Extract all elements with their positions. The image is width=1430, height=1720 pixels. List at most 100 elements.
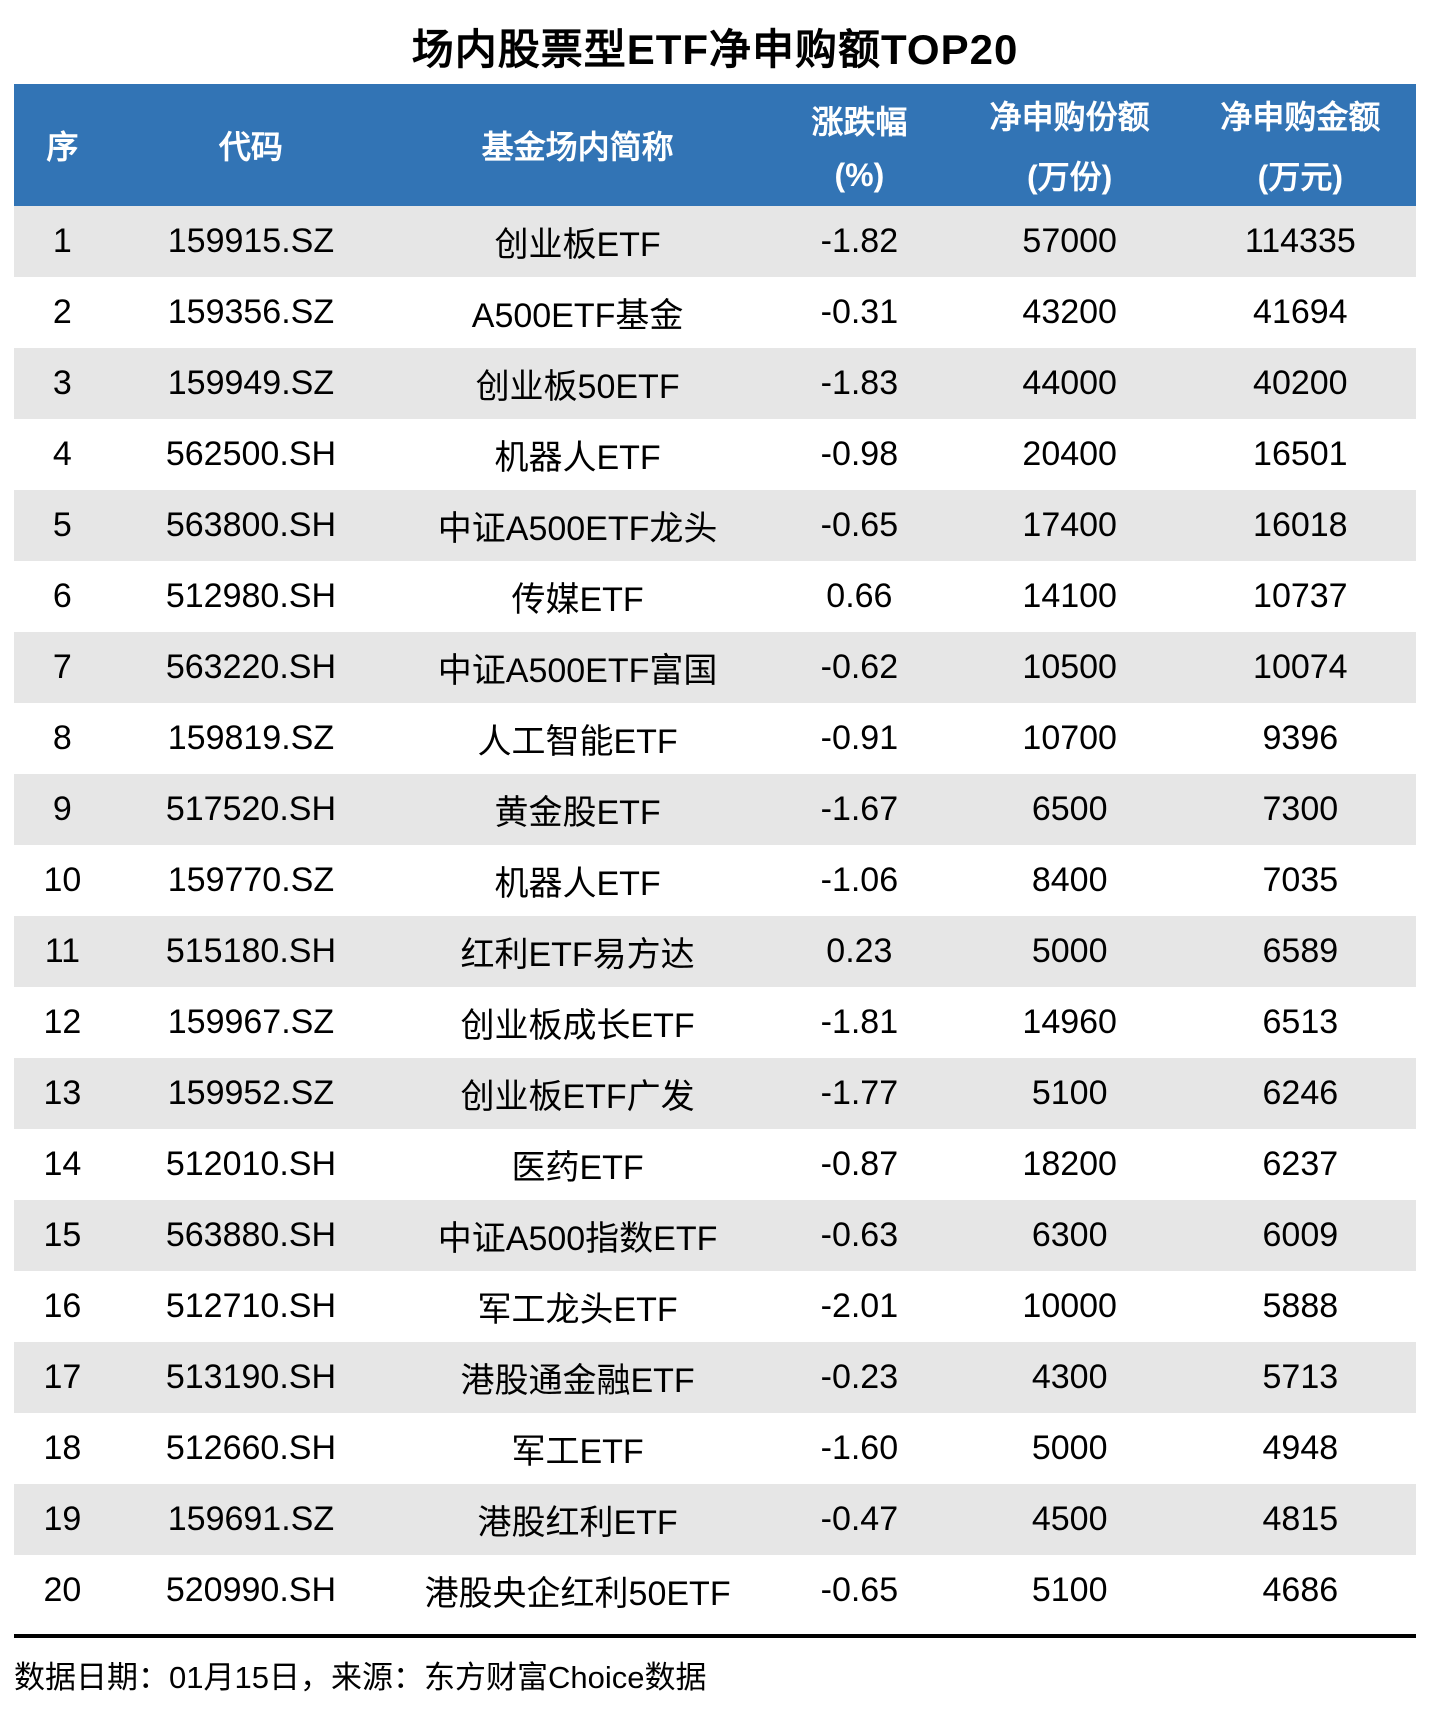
cell-change: 0.23	[764, 916, 955, 987]
cell-rank: 19	[14, 1484, 111, 1555]
cell-rank: 15	[14, 1200, 111, 1271]
cell-rank: 17	[14, 1342, 111, 1413]
cell-code: 159952.SZ	[110, 1058, 392, 1129]
cell-code: 562500.SH	[165, 435, 336, 473]
table-row: 5 563800.SH 中证A500ETF龙头 -0.65 17400 1601…	[14, 490, 1416, 561]
cell-shares: 10700	[1022, 719, 1117, 757]
cell-name: 医药ETF	[511, 1149, 644, 1187]
table-row: 18 512660.SH 军工ETF -1.60 5000 4948	[14, 1413, 1416, 1484]
cell-amount: 6246	[1184, 1058, 1416, 1129]
column-header-amount-label: 净申购金额	[1220, 99, 1381, 135]
cell-shares: 5100	[954, 1058, 1185, 1129]
cell-amount: 6589	[1184, 916, 1416, 987]
cell-name: 创业板成长ETF	[460, 1007, 695, 1045]
cell-code: 159967.SZ	[167, 1003, 335, 1041]
cell-name: 创业板ETF	[391, 206, 765, 277]
cell-shares: 10500	[954, 632, 1185, 703]
cell-amount: 114335	[1184, 206, 1416, 277]
cell-amount: 10737	[1253, 577, 1348, 615]
table-row: 1 159915.SZ 创业板ETF -1.82 57000 114335	[14, 206, 1416, 277]
cell-code: 512010.SH	[165, 1145, 336, 1183]
cell-amount: 9396	[1262, 719, 1339, 757]
cell-name: 机器人ETF	[494, 439, 661, 477]
column-header-rank-label: 序	[46, 129, 79, 165]
cell-amount: 16501	[1253, 435, 1348, 473]
cell-code: 517520.SH	[110, 774, 392, 845]
cell-name: 军工龙头ETF	[477, 1291, 678, 1329]
header-row: 序 代码 基金场内简称	[14, 84, 1416, 206]
table-row: 14 512010.SH 医药ETF -0.87 18200 6237	[14, 1129, 1416, 1200]
cell-amount: 16018	[1184, 490, 1416, 561]
cell-code: 512710.SH	[165, 1287, 336, 1325]
cell-rank: 8	[52, 719, 72, 757]
cell-amount: 40200	[1184, 348, 1416, 419]
cell-name: 传媒ETF	[511, 581, 644, 619]
cell-amount: 6513	[1262, 1003, 1339, 1041]
cell-rank: 9	[14, 774, 111, 845]
cell-rank: 16	[43, 1287, 82, 1325]
cell-code: 513190.SH	[110, 1342, 392, 1413]
cell-name: 创业板ETF广发	[391, 1058, 765, 1129]
cell-shares: 4300	[954, 1342, 1185, 1413]
cell-code: 159949.SZ	[110, 348, 392, 419]
column-header-change: 涨跌幅 (%)	[764, 84, 955, 206]
cell-code: 515180.SH	[110, 916, 392, 987]
column-header-rank: 序	[14, 84, 111, 206]
table-row: 17 513190.SH 港股通金融ETF -0.23 4300 5713	[14, 1342, 1416, 1413]
cell-name: 人工智能ETF	[477, 723, 678, 761]
cell-change: -1.60	[820, 1429, 899, 1467]
cell-name: 机器人ETF	[494, 865, 661, 903]
cell-shares: 5100	[1031, 1571, 1108, 1609]
column-header-code-label: 代码	[218, 129, 283, 165]
column-header-name-label: 基金场内简称	[481, 129, 674, 165]
table-row: 3 159949.SZ 创业板50ETF -1.83 44000 40200	[14, 348, 1416, 419]
table-row: 7 563220.SH 中证A500ETF富国 -0.62 10500 1007…	[14, 632, 1416, 703]
cell-change: -1.82	[764, 206, 955, 277]
cell-shares: 4500	[954, 1484, 1185, 1555]
cell-rank: 14	[43, 1145, 82, 1183]
cell-rank: 18	[43, 1429, 82, 1467]
cell-change: -0.23	[764, 1342, 955, 1413]
column-header-shares-sub: (万份)	[1027, 159, 1113, 195]
cell-change: -0.62	[764, 632, 955, 703]
cell-rank: 3	[14, 348, 111, 419]
cell-change: -0.91	[820, 719, 899, 757]
cell-amount: 41694	[1253, 293, 1348, 331]
cell-rank: 1	[14, 206, 111, 277]
cell-amount: 4815	[1184, 1484, 1416, 1555]
cell-amount: 4686	[1262, 1571, 1339, 1609]
cell-amount: 7035	[1262, 861, 1339, 899]
cell-change: -0.98	[820, 435, 899, 473]
cell-amount: 5713	[1184, 1342, 1416, 1413]
cell-amount: 7300	[1184, 774, 1416, 845]
cell-amount: 5888	[1262, 1287, 1339, 1325]
cell-shares: 6500	[954, 774, 1185, 845]
table-row: 16 512710.SH 军工龙头ETF -2.01 10000 5888	[14, 1271, 1416, 1342]
table-row: 4 562500.SH 机器人ETF -0.98 20400 16501	[14, 419, 1416, 490]
cell-change: -0.47	[764, 1484, 955, 1555]
source-note: 数据日期：01月15日，来源：东方财富Choice数据	[14, 1660, 707, 1695]
column-header-code: 代码	[110, 84, 392, 206]
cell-amount: 10074	[1184, 632, 1416, 703]
column-header-change-label: 涨跌幅	[811, 103, 908, 140]
column-header-amount: 净申购金额 (万元)	[1184, 84, 1416, 206]
cell-name: A500ETF基金	[471, 297, 684, 335]
cell-shares: 20400	[1022, 435, 1117, 473]
cell-shares: 14960	[1022, 1003, 1117, 1041]
cell-change: 0.66	[826, 577, 893, 615]
table-row: 15 563880.SH 中证A500指数ETF -0.63 6300 6009	[14, 1200, 1416, 1271]
column-header-amount-sub: (万元)	[1257, 159, 1343, 195]
table-row: 9 517520.SH 黄金股ETF -1.67 6500 7300	[14, 774, 1416, 845]
cell-shares: 43200	[1022, 293, 1117, 331]
table-row: 8 159819.SZ 人工智能ETF -0.91 10700 9396	[14, 703, 1416, 774]
cell-amount: 6237	[1262, 1145, 1339, 1183]
table-row: 6 512980.SH 传媒ETF 0.66 14100 10737	[14, 561, 1416, 632]
cell-change: -0.65	[764, 490, 955, 561]
cell-code: 159915.SZ	[110, 206, 392, 277]
cell-shares: 14100	[1022, 577, 1117, 615]
cell-code: 159356.SZ	[167, 293, 335, 331]
cell-code: 520990.SH	[165, 1571, 336, 1609]
cell-name: 港股红利ETF	[391, 1484, 765, 1555]
table-row: 12 159967.SZ 创业板成长ETF -1.81 14960 6513	[14, 987, 1416, 1058]
